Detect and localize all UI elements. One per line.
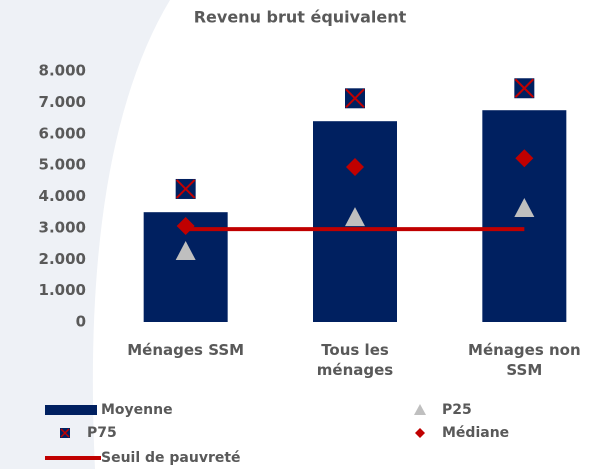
y-tick-label: 3.000 — [39, 218, 86, 236]
legend-label: Médiane — [442, 425, 509, 441]
y-tick-label: 6.000 — [39, 124, 86, 142]
marker — [345, 88, 365, 109]
marker — [515, 149, 534, 168]
legend-label: P75 — [87, 425, 117, 441]
y-tick-label: 8.000 — [39, 62, 86, 80]
y-tick-label: 4.000 — [39, 187, 86, 205]
y-tick-label: 0 — [76, 313, 86, 331]
marker — [346, 158, 364, 177]
legend-label: Seuil de pauvreté — [101, 450, 241, 466]
chart-title: Revenu brut équivalent — [194, 8, 407, 27]
legend-swatch — [415, 428, 425, 438]
marker — [345, 207, 365, 227]
legend-label: P25 — [442, 402, 472, 418]
y-tick-label: 5.000 — [39, 156, 86, 174]
cross — [514, 78, 535, 98]
x-tick-label: Tous les ménages — [316, 341, 394, 379]
x-tick-label: Ménages non SSM — [468, 341, 581, 379]
y-tick-label: 7.000 — [39, 93, 86, 111]
marker — [514, 78, 535, 99]
legend-swatch — [414, 404, 426, 415]
x-tick-label: Ménages SSM — [127, 341, 245, 359]
legend-label: Moyenne — [101, 402, 173, 418]
y-tick-label: 1.000 — [39, 281, 86, 299]
marker — [514, 198, 535, 218]
background-shape — [0, 0, 170, 469]
legend-swatch — [45, 405, 97, 415]
legend-swatch — [60, 428, 70, 438]
cross — [345, 88, 365, 109]
marker — [176, 216, 195, 235]
cross — [175, 179, 196, 199]
marker — [175, 241, 196, 261]
y-tick-label: 2.000 — [39, 250, 86, 268]
marker — [175, 178, 196, 199]
